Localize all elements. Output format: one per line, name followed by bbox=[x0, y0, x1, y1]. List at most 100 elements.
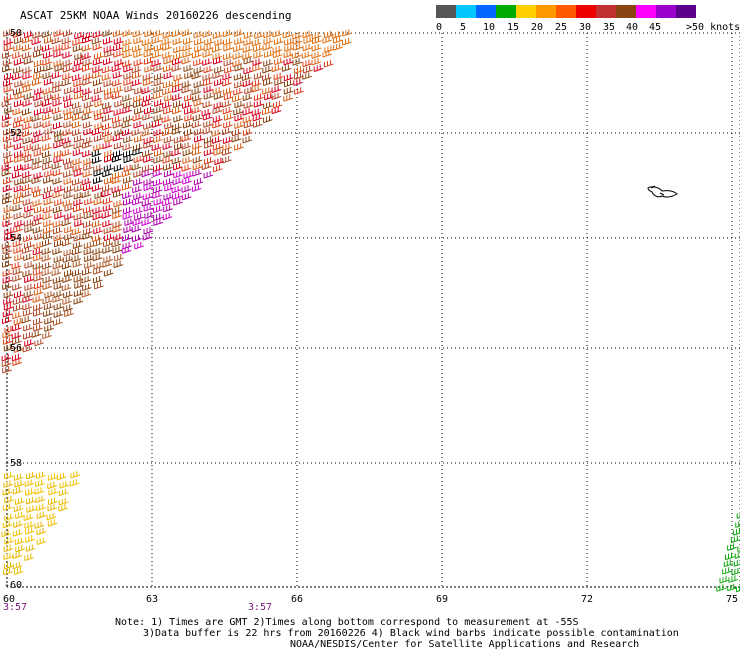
wind-barb bbox=[203, 157, 214, 165]
wind-barb bbox=[111, 176, 122, 185]
wind-barb bbox=[94, 52, 104, 60]
wind-barb bbox=[271, 85, 282, 93]
wind-barb bbox=[14, 80, 24, 88]
wind-barb bbox=[202, 50, 213, 58]
wind-barb bbox=[22, 99, 33, 107]
wind-barb bbox=[26, 505, 37, 513]
wind-barb bbox=[15, 511, 25, 520]
wind-barb bbox=[43, 197, 54, 206]
wind-barb bbox=[34, 281, 44, 290]
wind-barb bbox=[63, 141, 73, 149]
wind-barb bbox=[133, 36, 144, 45]
wind-barb bbox=[331, 31, 342, 39]
wind-barb bbox=[234, 121, 244, 130]
wind-barb bbox=[223, 120, 233, 129]
wind-barb bbox=[162, 80, 173, 89]
colorbar-swatch bbox=[456, 5, 476, 18]
wind-barb bbox=[22, 85, 33, 93]
wind-barb bbox=[22, 51, 32, 60]
wind-barb bbox=[302, 30, 313, 39]
wind-barb bbox=[46, 512, 57, 521]
wind-barb bbox=[2, 219, 13, 228]
wind-barb bbox=[213, 164, 223, 173]
wind-barb bbox=[122, 206, 133, 215]
wind-barb bbox=[81, 64, 92, 72]
wind-barb bbox=[52, 177, 63, 185]
lon-label-72: 72 bbox=[581, 594, 594, 605]
wind-barb bbox=[93, 197, 104, 206]
wind-barb bbox=[262, 87, 272, 95]
wind-barb bbox=[41, 134, 52, 142]
wind-barb bbox=[22, 198, 33, 207]
wind-barb bbox=[153, 78, 164, 87]
wind-barb bbox=[113, 108, 124, 116]
lat-label-54: -54 bbox=[4, 233, 23, 244]
wind-barb bbox=[93, 108, 104, 117]
wind-barb bbox=[42, 113, 52, 121]
wind-barb bbox=[25, 488, 35, 496]
wind-barb bbox=[333, 43, 343, 51]
wind-barb bbox=[311, 57, 322, 66]
wind-barb bbox=[34, 66, 44, 74]
wind-barb bbox=[283, 73, 294, 82]
wind-barb bbox=[82, 78, 92, 86]
wind-barb bbox=[32, 31, 43, 39]
wind-barb bbox=[62, 51, 73, 59]
wind-barb bbox=[56, 472, 67, 481]
wind-barb bbox=[727, 543, 737, 551]
wind-barb bbox=[184, 107, 194, 115]
wind-barb bbox=[93, 239, 103, 247]
wind-barb bbox=[114, 253, 124, 262]
wind-barb bbox=[311, 51, 322, 59]
wind-barb bbox=[63, 107, 74, 116]
wind-barb bbox=[21, 316, 32, 324]
wind-barb bbox=[153, 73, 164, 81]
wind-barb bbox=[141, 164, 152, 173]
wind-barb bbox=[132, 198, 142, 206]
wind-barb bbox=[202, 73, 213, 82]
wind-barb bbox=[51, 71, 62, 80]
wind-barb bbox=[272, 100, 283, 109]
wind-barb bbox=[43, 185, 54, 194]
wind-barb bbox=[133, 170, 143, 178]
wind-barb bbox=[194, 44, 204, 53]
wind-barb bbox=[93, 281, 104, 290]
wind-barb bbox=[173, 198, 183, 206]
wind-barb bbox=[94, 122, 105, 130]
wind-barb bbox=[23, 143, 34, 152]
wind-barb bbox=[104, 135, 115, 143]
wind-barb bbox=[44, 290, 55, 299]
wind-barb bbox=[4, 106, 14, 114]
wind-barb bbox=[1, 260, 12, 268]
wind-barb bbox=[162, 87, 172, 96]
wind-barb bbox=[212, 71, 223, 79]
wind-barb bbox=[143, 178, 154, 186]
wind-barb bbox=[182, 101, 192, 109]
wind-barb bbox=[153, 149, 164, 157]
wind-barb bbox=[101, 73, 112, 81]
wind-barb bbox=[23, 115, 34, 124]
wind-barb bbox=[62, 59, 73, 67]
wind-barb bbox=[292, 58, 303, 66]
wind-barb bbox=[111, 155, 122, 163]
wind-barb bbox=[44, 93, 54, 101]
wind-barb bbox=[103, 197, 113, 205]
wind-barb bbox=[263, 101, 273, 110]
wind-barb bbox=[181, 164, 192, 172]
wind-barb bbox=[41, 254, 52, 262]
wind-barb bbox=[23, 323, 33, 332]
wind-barb bbox=[152, 29, 163, 38]
wind-barb bbox=[31, 136, 42, 144]
wind-barb bbox=[172, 93, 182, 102]
wind-barb bbox=[232, 52, 243, 60]
wind-barb bbox=[251, 85, 262, 93]
wind-barb bbox=[93, 134, 104, 142]
wind-barb bbox=[194, 135, 204, 143]
wind-barb bbox=[24, 225, 34, 233]
wind-barb bbox=[53, 29, 64, 37]
wind-barb bbox=[52, 121, 63, 130]
wind-barb bbox=[2, 192, 13, 200]
wind-barb bbox=[12, 551, 23, 560]
wind-barb bbox=[121, 246, 132, 254]
wind-barb bbox=[82, 121, 93, 129]
